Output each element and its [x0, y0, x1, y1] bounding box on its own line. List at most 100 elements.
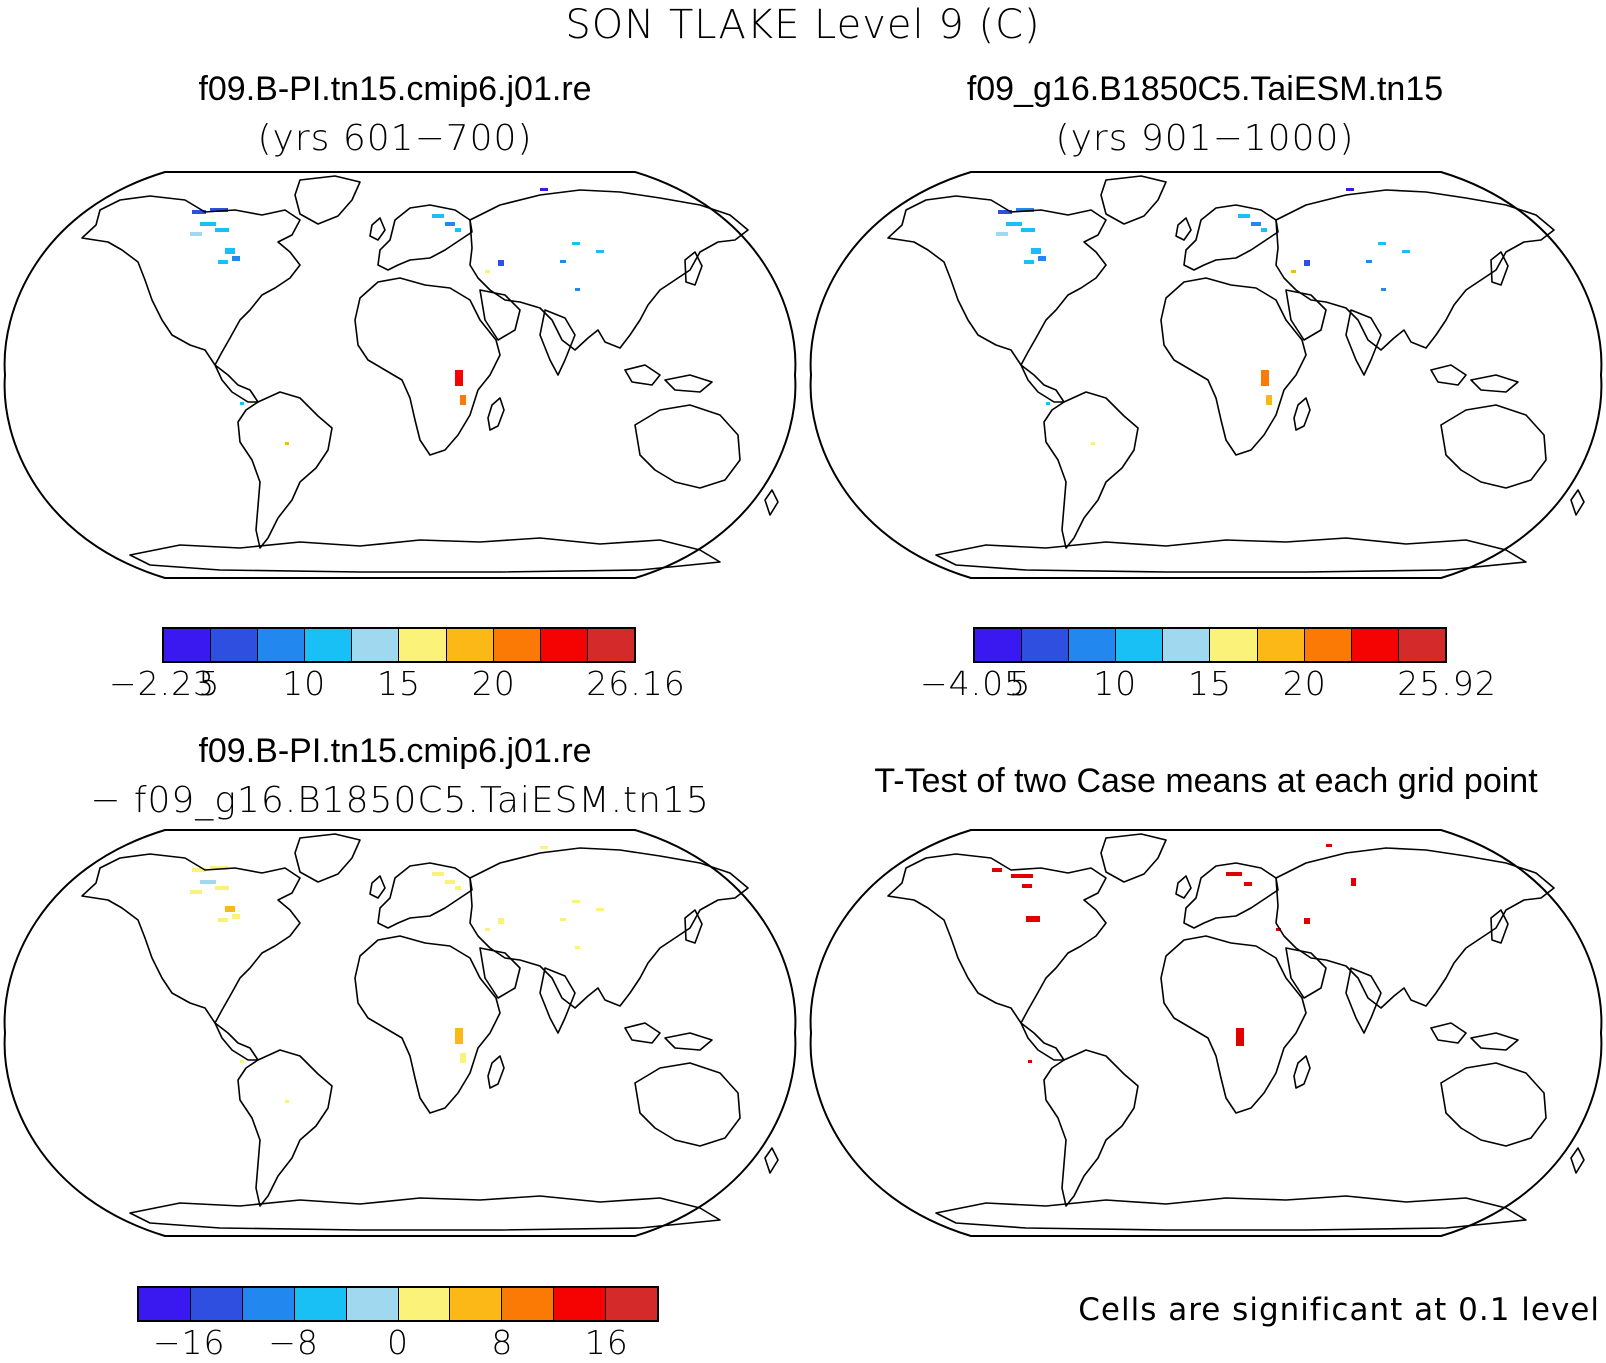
colorbar-swatch: [258, 629, 306, 661]
colorbar-swatch: [975, 629, 1023, 661]
lake-temperature-cell: [540, 188, 548, 191]
lake-temperature-cell: [218, 918, 228, 922]
coastline: [1160, 935, 1307, 1114]
colorbar-tick-label: 5: [1009, 664, 1032, 703]
map-panel2: [809, 171, 1603, 579]
panel4-title: T-Test of two Case means at each grid po…: [874, 762, 1538, 800]
lake-temperature-cell: [575, 946, 580, 949]
lake-temperature-cell: [240, 1060, 244, 1063]
lake-temperature-cell: [218, 260, 228, 264]
colorbar-swatch: [242, 1288, 295, 1320]
lake-temperature-cell: [1266, 395, 1272, 405]
lake-temperature-cell: [192, 868, 206, 872]
panel2-title: f09_g16.B1850C5.TaiESM.tn15: [966, 70, 1444, 108]
coastline: [1175, 875, 1192, 899]
lake-temperature-cell: [540, 846, 548, 849]
lake-temperature-cell: [1046, 402, 1050, 405]
coastline: [684, 909, 703, 944]
lake-temperature-cell: [485, 270, 490, 273]
lake-temperature-cell: [200, 880, 216, 884]
colorbar-swatch: [1398, 629, 1445, 661]
colorbar-tick-label: 0: [387, 1323, 409, 1362]
colorbar-tick-label: 5: [198, 664, 221, 703]
coastline: [81, 195, 301, 366]
lake-temperature-cell: [455, 1028, 463, 1044]
coastline: [887, 853, 1107, 1024]
colorbar-swatch: [493, 629, 541, 661]
colorbar-swatch: [587, 629, 634, 661]
lake-temperature-cell: [240, 402, 244, 405]
panel3-title: f09.B-PI.tn15.cmip6.j01.re: [198, 732, 592, 770]
map-border: [3, 171, 797, 579]
colorbar-swatch: [1069, 629, 1117, 661]
colorbar-panel2: [973, 627, 1447, 663]
lake-temperature-cell: [1091, 442, 1095, 445]
coastline: [294, 833, 361, 883]
panel3-subtitle: − f09_g16.B1850C5.TaiESM.tn15: [90, 780, 710, 821]
coastline: [354, 935, 501, 1114]
colorbar-panel3-labels: −16 −8 0 8 16: [137, 1323, 659, 1363]
coastline: [1440, 1062, 1547, 1147]
coastline: [479, 947, 521, 999]
coastline: [1430, 364, 1467, 386]
colorbar-tick-label: 16: [584, 1323, 629, 1362]
lake-temperature-cell: [1304, 260, 1310, 266]
coastline: [1100, 833, 1167, 883]
coastline: [377, 862, 473, 929]
colorbar-swatch: [450, 1288, 503, 1320]
coastline: [354, 277, 501, 456]
colorbar-tick-label: 15: [377, 664, 421, 703]
colorbar-swatch: [540, 629, 588, 661]
lake-temperature-cell: [572, 900, 580, 903]
significant-cell: [1276, 928, 1281, 931]
lake-temperature-cell: [498, 260, 504, 266]
significant-cell: [1304, 918, 1310, 924]
significant-cell: [1236, 1028, 1244, 1046]
coastline: [1490, 251, 1509, 286]
lake-temperature-cell: [285, 442, 289, 445]
colorbar-tick-label: 8: [491, 1323, 514, 1362]
lake-temperature-cell: [225, 906, 235, 912]
lake-temperature-cell: [1346, 188, 1354, 191]
coastline: [487, 1055, 505, 1089]
coastline: [1183, 204, 1279, 271]
coastline: [664, 1032, 713, 1051]
significant-cell: [1022, 884, 1032, 888]
lake-temperature-cell: [215, 228, 229, 232]
colorbar-tick-label: −4.05: [919, 664, 1027, 703]
coastline: [539, 967, 576, 1034]
lake-temperature-cell: [200, 222, 216, 226]
lake-temperature-cell: [215, 886, 229, 890]
coastline: [1160, 277, 1307, 456]
map-panel1: [3, 171, 797, 579]
colorbar-swatch: [211, 629, 259, 661]
colorbar-swatch: [1351, 629, 1399, 661]
significant-cell: [1011, 874, 1033, 878]
lake-temperature-cell: [498, 918, 504, 924]
lake-temperature-cell: [455, 370, 463, 386]
lake-temperature-cell: [1291, 270, 1296, 273]
colorbar-tick-label: −2.23: [108, 664, 216, 703]
coastline: [1183, 862, 1279, 929]
lake-temperature-cell: [560, 918, 566, 921]
colorbar-panel3: [137, 1286, 659, 1322]
lake-temperature-cell: [455, 886, 461, 890]
figure-title: SON TLAKE Level 9 (C): [565, 2, 1041, 48]
colorbar-swatch: [606, 1288, 658, 1320]
colorbar-swatch: [502, 1288, 555, 1320]
coastline: [237, 391, 333, 549]
coastline: [294, 175, 361, 225]
significant-cell: [1226, 872, 1242, 876]
lake-temperature-cell: [232, 914, 240, 919]
lake-temperature-cell: [485, 928, 490, 931]
coastline: [479, 289, 521, 341]
colorbar-swatch: [139, 1288, 191, 1320]
colorbar-swatch: [164, 629, 212, 661]
colorbar-swatch: [190, 1288, 243, 1320]
lake-temperature-cell: [998, 210, 1012, 214]
coastline: [377, 204, 473, 271]
lake-temperature-cell: [210, 866, 228, 870]
lake-temperature-cell: [460, 395, 466, 405]
coastline: [1570, 489, 1585, 516]
colorbar-swatch: [1257, 629, 1305, 661]
